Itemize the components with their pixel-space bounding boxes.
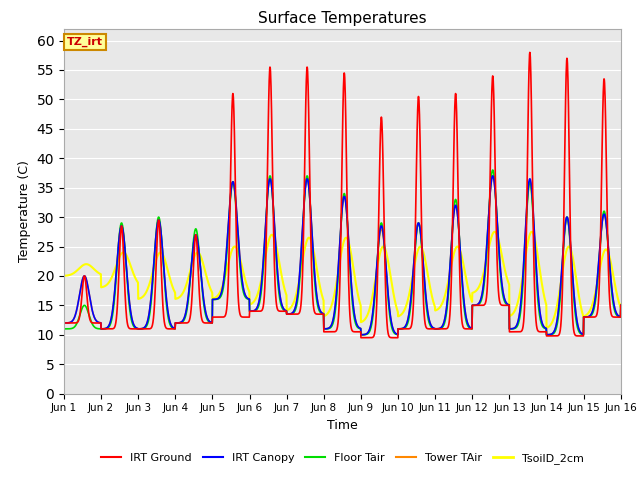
Floor Tair: [406, 309, 414, 315]
IRT Canopy: [357, 332, 365, 337]
IRT Canopy: [617, 302, 625, 308]
Tower TAir: [60, 320, 68, 326]
Tower TAir: [357, 332, 365, 337]
Tower TAir: [617, 302, 625, 308]
IRT Ground: [212, 314, 220, 320]
Floor Tair: [617, 302, 625, 308]
Floor Tair: [508, 326, 516, 332]
IRT Canopy: [508, 326, 516, 332]
IRT Canopy: [406, 304, 414, 310]
TsoilD_2cm: [164, 267, 172, 273]
Line: IRT Ground: IRT Ground: [64, 52, 621, 338]
IRT Ground: [526, 49, 534, 55]
Y-axis label: Temperature (C): Temperature (C): [18, 160, 31, 262]
IRT Ground: [617, 302, 625, 308]
Text: TZ_irt: TZ_irt: [67, 37, 103, 48]
TsoilD_2cm: [348, 254, 356, 260]
IRT Canopy: [212, 296, 220, 302]
IRT Ground: [348, 327, 356, 333]
IRT Canopy: [489, 173, 497, 179]
TsoilD_2cm: [491, 229, 499, 235]
IRT Canopy: [60, 320, 68, 326]
Floor Tair: [593, 286, 601, 292]
IRT Ground: [508, 329, 516, 335]
Floor Tair: [164, 312, 172, 317]
TsoilD_2cm: [212, 295, 220, 300]
Floor Tair: [489, 167, 497, 173]
IRT Ground: [406, 325, 414, 331]
Title: Surface Temperatures: Surface Temperatures: [258, 11, 427, 26]
Tower TAir: [489, 173, 497, 179]
Line: Floor Tair: Floor Tair: [64, 170, 621, 335]
IRT Canopy: [164, 307, 172, 312]
Line: IRT Canopy: IRT Canopy: [64, 176, 621, 335]
IRT Ground: [164, 326, 172, 332]
TsoilD_2cm: [543, 325, 550, 331]
TsoilD_2cm: [508, 312, 516, 318]
Floor Tair: [357, 332, 365, 337]
Tower TAir: [508, 326, 516, 332]
Line: TsoilD_2cm: TsoilD_2cm: [64, 232, 621, 328]
IRT Canopy: [348, 286, 356, 291]
Tower TAir: [164, 307, 172, 312]
TsoilD_2cm: [593, 282, 601, 288]
Tower TAir: [348, 286, 356, 291]
Floor Tair: [348, 292, 356, 298]
IRT Ground: [593, 312, 601, 317]
TsoilD_2cm: [617, 302, 625, 308]
IRT Ground: [60, 320, 68, 326]
Legend: IRT Ground, IRT Canopy, Floor Tair, Tower TAir, TsoilD_2cm: IRT Ground, IRT Canopy, Floor Tair, Towe…: [97, 448, 588, 468]
TsoilD_2cm: [406, 289, 413, 295]
Tower TAir: [212, 296, 220, 302]
TsoilD_2cm: [60, 273, 68, 279]
Tower TAir: [406, 304, 414, 310]
Floor Tair: [60, 326, 68, 332]
Line: Tower TAir: Tower TAir: [64, 176, 621, 335]
X-axis label: Time: Time: [327, 419, 358, 432]
Floor Tair: [212, 297, 220, 302]
Tower TAir: [593, 281, 601, 287]
IRT Ground: [357, 335, 365, 341]
IRT Canopy: [593, 281, 601, 287]
